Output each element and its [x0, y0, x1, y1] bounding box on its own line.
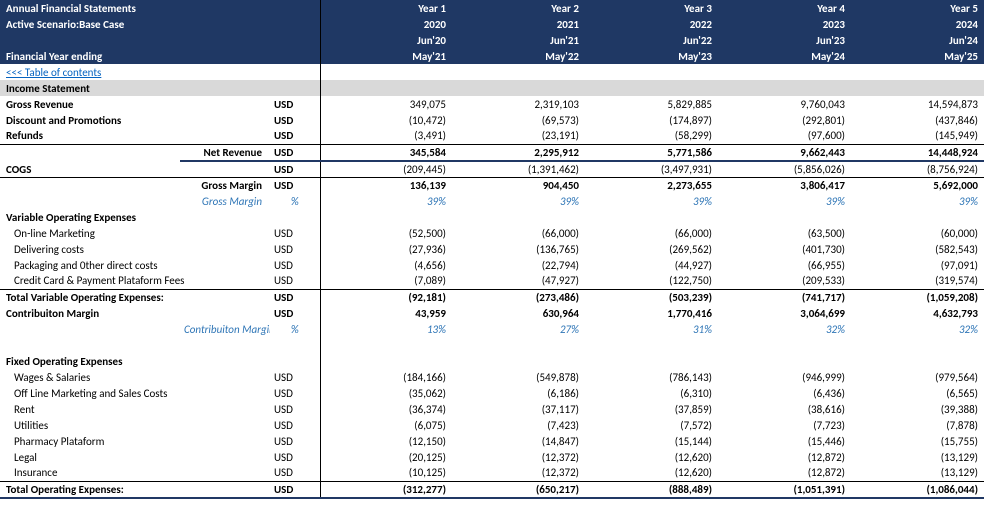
- row-discount: Discount and Promotions USD (10,472) (69…: [0, 112, 984, 128]
- hdr-y4: Year 4: [718, 0, 851, 16]
- row-fixed-header: Fixed Operating Expenses: [0, 353, 984, 369]
- row-delivering: Delivering costs USD (27,936) (136,765) …: [0, 241, 984, 257]
- row-packaging: Packaging and 0ther direct costs USD (4,…: [0, 257, 984, 273]
- row-rent: Rent USD (36,374) (37,117) (37,859) (38,…: [0, 401, 984, 417]
- row-legal: Legal USD (20,125) (12,372) (12,620) (12…: [0, 449, 984, 465]
- toc-row: <<< Table of contents: [0, 64, 984, 80]
- hdr-y5: Year 5: [851, 0, 984, 16]
- row-wages: Wages & Salaries USD (184,166) (549,878)…: [0, 369, 984, 385]
- header-row-2: Active Scenario:Base Case 2020 2021 2022…: [0, 16, 984, 32]
- hdr-fye: Financial Year ending: [0, 48, 320, 64]
- row-cc-fees: Credit Card & Payment Plataform Fees USD…: [0, 273, 984, 289]
- hdr-scenario: Active Scenario:Base Case: [0, 16, 320, 32]
- row-net-revenue: Net Revenue USD 345,584 2,295,912 5,771,…: [0, 144, 984, 161]
- row-offline: Off Line Marketing and Sales Costs USD (…: [0, 385, 984, 401]
- row-online-marketing: On-line Marketing USD (52,500) (66,000) …: [0, 225, 984, 241]
- toc-link[interactable]: <<< Table of contents: [6, 66, 101, 79]
- row-contribution: Contribuiton Margin USD 43,959 630,964 1…: [0, 305, 984, 321]
- header-row-4: Financial Year ending May'21 May'22 May'…: [0, 48, 984, 64]
- row-pharmacy: Pharmacy Plataform USD (12,150) (14,847)…: [0, 433, 984, 449]
- row-variable-header: Variable Operating Expenses: [0, 209, 984, 225]
- row-total-variable: Total Variable Operating Expenses: USD (…: [0, 289, 984, 305]
- header-row-3: Jun'20 Jun'21 Jun'22 Jun'23 Jun'24: [0, 32, 984, 48]
- hdr-y1: Year 1: [320, 0, 452, 16]
- hdr-y2: Year 2: [452, 0, 585, 16]
- row-insurance: Insurance USD (10,125) (12,372) (12,620)…: [0, 465, 984, 481]
- row-total-operating: Total Operating Expenses: USD (312,277) …: [0, 481, 984, 498]
- header-row-1: Annual Financial Statements Year 1 Year …: [0, 0, 984, 16]
- hdr-y3: Year 3: [585, 0, 718, 16]
- financial-table: Annual Financial Statements Year 1 Year …: [0, 0, 984, 499]
- row-gross-margin: Gross Margin USD 136,139 904,450 2,273,6…: [0, 177, 984, 193]
- row-contribution-pct: Contribuiton Margin % 13% 27% 31% 32% 32…: [0, 321, 984, 337]
- row-cogs: COGS USD (209,445) (1,391,462) (3,497,93…: [0, 161, 984, 178]
- row-blank: [0, 337, 984, 353]
- row-gross-revenue: Gross Revenue USD 349,075 2,319,103 5,82…: [0, 96, 984, 112]
- row-gross-margin-pct: Gross Margin % 39% 39% 39% 39% 39%: [0, 193, 984, 209]
- section-income-statement: Income Statement: [0, 80, 984, 96]
- hdr-title: Annual Financial Statements: [0, 0, 320, 16]
- row-utilities: Utilities USD (6,075) (7,423) (7,572) (7…: [0, 417, 984, 433]
- row-refunds: Refunds USD (3,491) (23,191) (58,299) (9…: [0, 128, 984, 144]
